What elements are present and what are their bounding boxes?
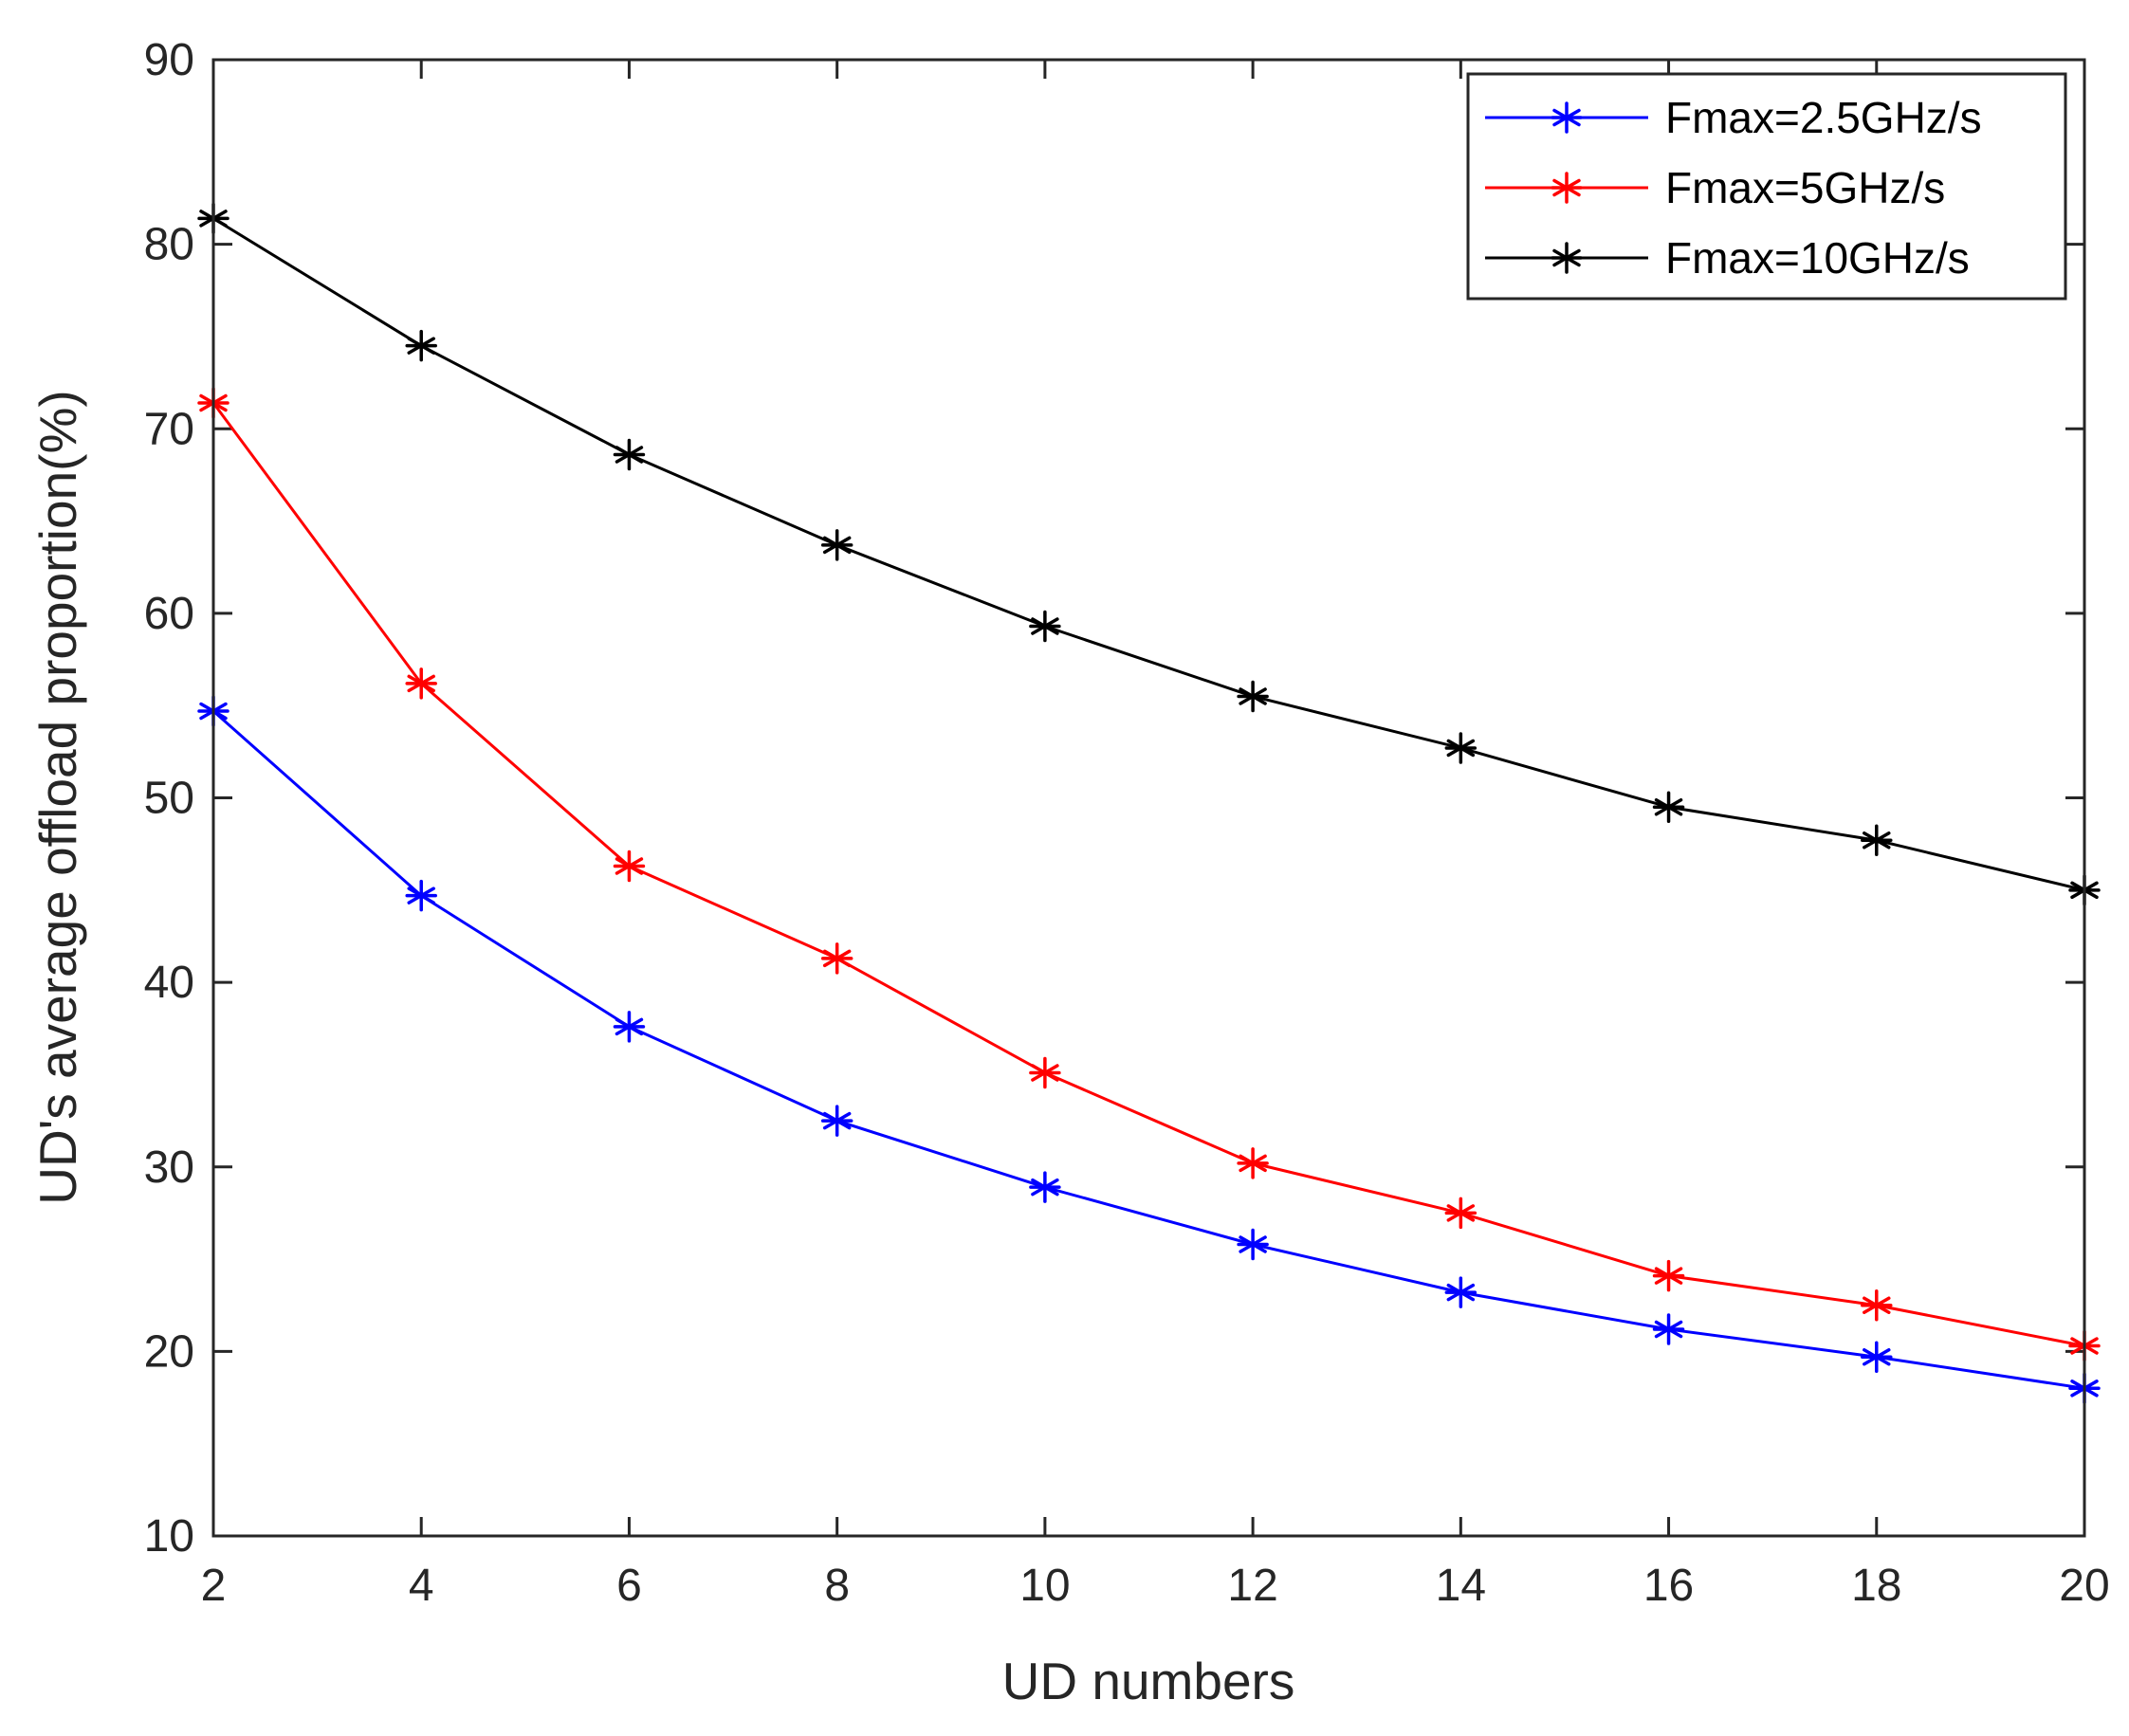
data-point	[405, 667, 437, 700]
data-point	[1237, 1228, 1269, 1261]
x-tick-label: 20	[2059, 1561, 2109, 1611]
axes-frame	[211, 58, 2086, 1538]
x-axis-title: UD numbers	[1002, 1652, 1295, 1710]
series-line	[212, 217, 2085, 892]
y-tick-label: 10	[144, 1511, 194, 1562]
x-tick-label: 10	[1019, 1561, 1070, 1611]
x-tick-label: 12	[1227, 1561, 1277, 1611]
legend-label: Fmax=2.5GHz/s	[1665, 93, 1982, 142]
y-tick-label: 20	[144, 1326, 194, 1377]
data-point	[820, 942, 853, 975]
legend-item: Fmax=10GHz/s	[1485, 233, 1970, 283]
data-point	[1444, 732, 1477, 764]
data-point	[1861, 1288, 1893, 1322]
x-tick-label: 16	[1643, 1561, 1694, 1611]
x-tick-label: 4	[409, 1561, 434, 1611]
y-tick-label: 60	[144, 589, 194, 639]
legend-marker	[1551, 242, 1583, 274]
data-point	[613, 1011, 646, 1043]
legend-label: Fmax=10GHz/s	[1665, 233, 1970, 283]
data-point	[613, 850, 646, 883]
x-axis: 2 4 6 8 10 12 14 16 18 20	[201, 60, 2110, 1611]
data-point	[1237, 680, 1269, 713]
data-point	[1861, 824, 1893, 857]
y-tick-label: 50	[144, 774, 194, 824]
x-tick-label: 6	[616, 1561, 642, 1611]
x-tick-label: 2	[201, 1561, 227, 1611]
x-tick-label: 14	[1436, 1561, 1486, 1611]
data-point	[405, 879, 437, 912]
y-tick-label: 80	[144, 220, 194, 270]
data-point	[1652, 1313, 1685, 1345]
legend-item: Fmax=2.5GHz/s	[1485, 93, 1982, 142]
legend-item: Fmax=5GHz/s	[1485, 163, 1945, 212]
y-axis-title: UD's average offload proportion(%)	[28, 390, 87, 1204]
data-point	[1652, 791, 1685, 823]
data-point	[1029, 1056, 1061, 1089]
y-tick-label: 40	[144, 958, 194, 1008]
data-point	[1861, 1341, 1893, 1373]
data-point	[820, 1105, 853, 1137]
legend-marker	[1551, 101, 1583, 134]
legend: Fmax=2.5GHz/s Fmax=5GHz/s Fmax=10GHz/s	[1466, 72, 2067, 301]
legend-label: Fmax=5GHz/s	[1665, 163, 1945, 212]
x-tick-label: 18	[1851, 1561, 1901, 1611]
y-tick-label: 30	[144, 1142, 194, 1193]
data-point	[820, 529, 853, 561]
data-point	[1029, 1171, 1061, 1203]
data-point	[1029, 610, 1061, 643]
data-point	[405, 329, 437, 362]
data-point	[1444, 1197, 1477, 1230]
data-point	[1652, 1259, 1685, 1292]
series-line	[212, 709, 2085, 1390]
y-tick-label: 90	[144, 35, 194, 85]
data-point	[1237, 1147, 1269, 1179]
x-tick-label: 8	[824, 1561, 850, 1611]
y-tick-label: 70	[144, 404, 194, 454]
legend-marker	[1551, 172, 1583, 204]
series-line	[211, 402, 2085, 1348]
data-point	[1444, 1276, 1477, 1308]
data-point	[613, 438, 646, 471]
y-axis: 10 20 30 40 50 60 70 80 90	[144, 35, 2084, 1562]
